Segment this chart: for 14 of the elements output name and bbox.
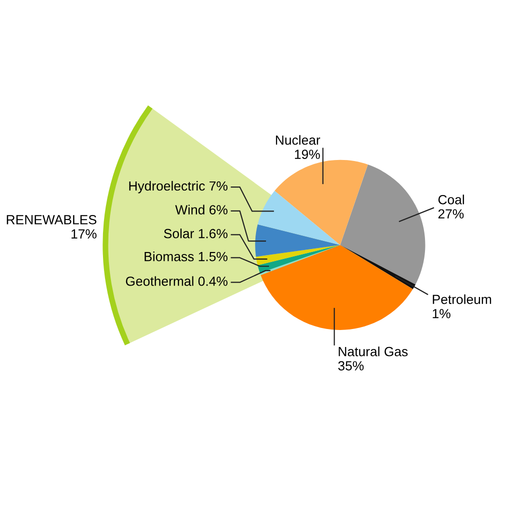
slice-label: Biomass 1.5% [144, 252, 228, 262]
data-label: 35% [338, 361, 364, 370]
slice-label: Geothermal 0.4% [126, 276, 228, 286]
slice-label: Nuclear [276, 135, 320, 145]
data-label: 1% [432, 308, 450, 318]
text: RENEWABLES 17% [6, 215, 96, 239]
data-label: 19% [294, 150, 320, 159]
slice-label: Natural Gas [338, 346, 408, 356]
data-label: 27% [438, 209, 464, 218]
slice-label: Hydroelectric 7% [129, 180, 228, 194]
slice-label: Solar 1.6% [164, 228, 228, 238]
slice-label: Coal [438, 194, 464, 204]
slice-label: Petroleum [432, 294, 492, 304]
slice-label: Wind 6% [175, 204, 228, 214]
